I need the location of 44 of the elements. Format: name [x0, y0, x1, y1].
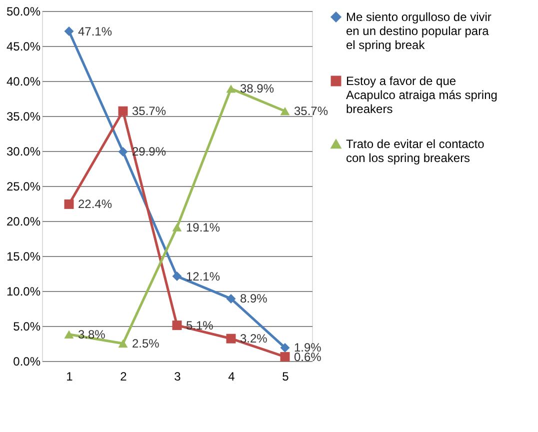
y-tick-label: 5.0%	[13, 320, 41, 334]
point	[226, 84, 236, 93]
data-label: 47.1%	[78, 24, 112, 38]
y-tick-label: 50.0%	[6, 4, 41, 18]
point	[172, 320, 182, 330]
x-tick-label: 1	[66, 370, 74, 384]
legend-label: Me siento orgulloso de vivir en un destino popular para el spring break	[346, 10, 492, 52]
y-tick-label: 15.0%	[6, 250, 41, 264]
data-label: 22.4%	[78, 197, 112, 212]
point	[280, 352, 290, 362]
data-label: 35.7%	[294, 104, 328, 118]
data-label: 2.5%	[132, 336, 160, 350]
legend-label: Trato de evitar el contacto con los spring breakers	[346, 137, 485, 165]
point	[226, 334, 236, 344]
y-tick-label: 30.0%	[6, 144, 41, 158]
y-tick-label: 0.0%	[13, 354, 41, 368]
y-tick-label: 40.0%	[6, 74, 41, 88]
y-tick-label: 35.0%	[6, 110, 41, 124]
point	[172, 272, 182, 282]
x-tick-label: 5	[282, 370, 290, 384]
data-label: 12.1%	[186, 269, 220, 284]
x-tick-label: 3	[174, 370, 182, 384]
data-label: 38.9%	[240, 82, 274, 96]
point	[64, 26, 74, 36]
x-tick-label: 2	[120, 370, 128, 384]
point	[64, 330, 74, 339]
data-label: 3.2%	[240, 332, 268, 346]
data-label: 35.7%	[132, 104, 166, 118]
y-tick-label: 10.0%	[6, 284, 41, 298]
point	[118, 106, 128, 116]
point	[118, 146, 128, 156]
x-tick-label: 4	[228, 370, 236, 384]
y-tick-label: 45.0%	[6, 40, 41, 54]
legend-label: Estoy a favor de que Acapulco atraiga más spring breakers	[346, 74, 498, 116]
point	[64, 199, 74, 209]
point	[172, 223, 182, 232]
point	[118, 339, 128, 348]
point	[226, 294, 236, 304]
data-label: 19.1%	[186, 220, 220, 234]
point	[280, 106, 290, 116]
y-tick-label: 25.0%	[6, 180, 41, 194]
point	[280, 342, 290, 352]
y-tick-label: 20.0%	[6, 214, 41, 228]
data-label: 8.9%	[240, 292, 268, 306]
